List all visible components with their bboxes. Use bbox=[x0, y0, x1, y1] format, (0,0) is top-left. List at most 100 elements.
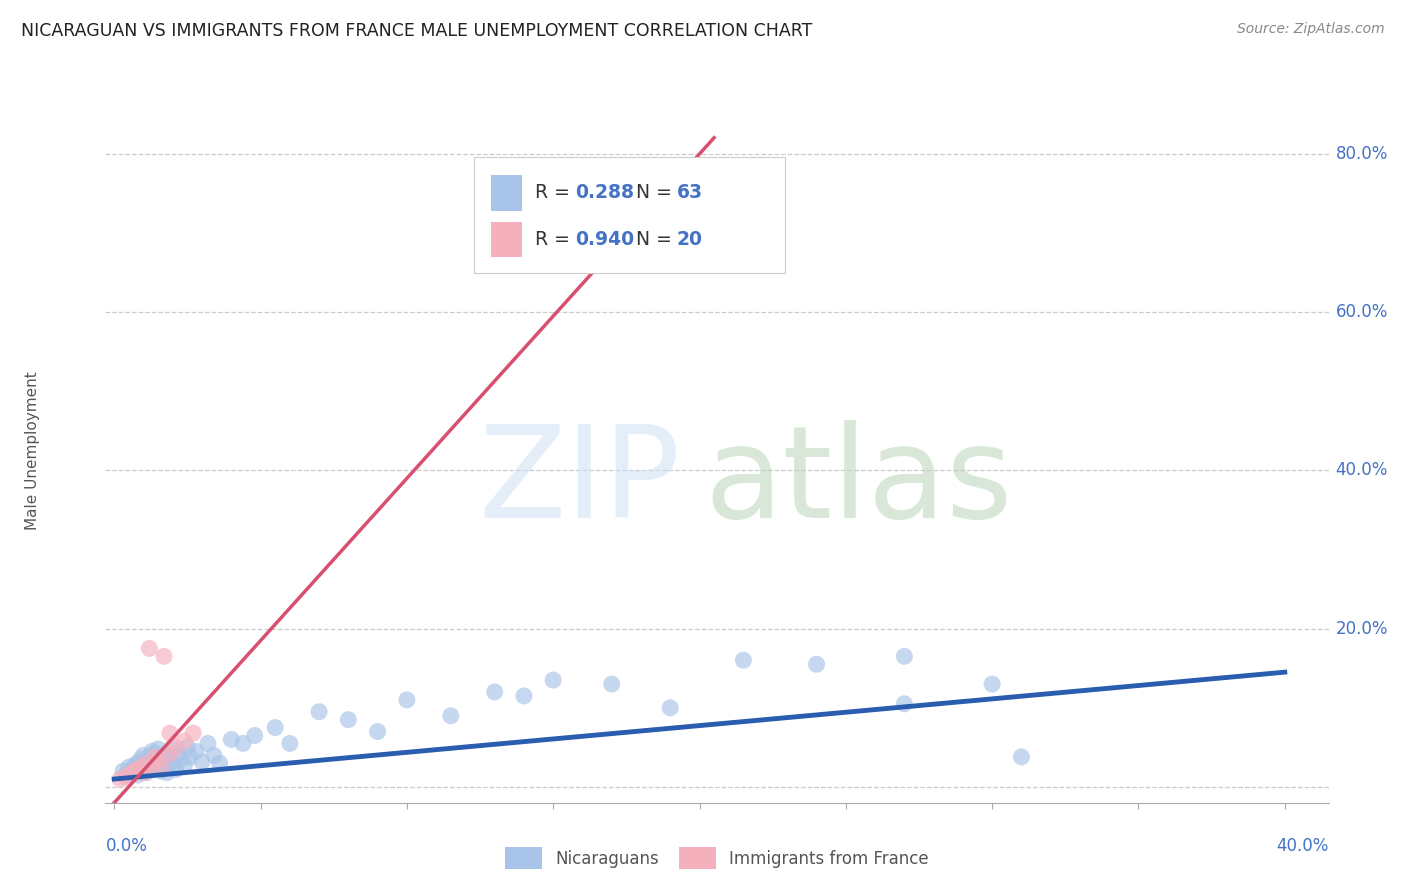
Point bbox=[197, 736, 219, 750]
Point bbox=[513, 689, 536, 703]
Text: 80.0%: 80.0% bbox=[1336, 145, 1388, 162]
Point bbox=[141, 757, 163, 772]
Point bbox=[893, 649, 915, 664]
Point bbox=[127, 768, 149, 782]
Point bbox=[135, 765, 157, 780]
Text: N =: N = bbox=[636, 183, 678, 202]
Point bbox=[806, 657, 828, 672]
Point bbox=[232, 736, 254, 750]
Point bbox=[124, 764, 146, 778]
Text: N =: N = bbox=[636, 230, 678, 249]
Legend: Nicaraguans, Immigrants from France: Nicaraguans, Immigrants from France bbox=[499, 841, 935, 876]
Point bbox=[146, 752, 169, 766]
Point bbox=[141, 760, 163, 774]
Text: ZIP: ZIP bbox=[478, 419, 681, 545]
Point bbox=[179, 750, 201, 764]
Text: Source: ZipAtlas.com: Source: ZipAtlas.com bbox=[1237, 22, 1385, 37]
Point bbox=[981, 677, 1004, 691]
Text: 60.0%: 60.0% bbox=[1336, 303, 1388, 321]
Point bbox=[143, 747, 166, 761]
Point bbox=[118, 760, 141, 774]
Point bbox=[367, 724, 389, 739]
Point bbox=[138, 750, 160, 764]
Point bbox=[659, 700, 682, 714]
Point bbox=[132, 748, 155, 763]
Point bbox=[395, 693, 418, 707]
Point bbox=[162, 756, 184, 771]
Point bbox=[219, 732, 242, 747]
Point bbox=[159, 755, 181, 769]
Point bbox=[146, 756, 169, 771]
Text: 0.288: 0.288 bbox=[575, 183, 634, 202]
Point bbox=[121, 765, 143, 780]
Point bbox=[733, 653, 755, 667]
Point bbox=[176, 740, 198, 755]
Point bbox=[138, 641, 160, 656]
Point bbox=[173, 757, 195, 772]
Text: 0.0%: 0.0% bbox=[105, 837, 148, 855]
Point bbox=[132, 760, 155, 774]
Point bbox=[121, 765, 143, 780]
Point bbox=[243, 729, 266, 743]
Point bbox=[165, 763, 187, 777]
Point bbox=[153, 760, 176, 774]
Point bbox=[153, 649, 176, 664]
Point bbox=[150, 760, 173, 774]
Point bbox=[129, 764, 152, 778]
Point bbox=[541, 673, 564, 687]
Point bbox=[165, 740, 187, 755]
Text: 0.940: 0.940 bbox=[575, 230, 634, 249]
Point bbox=[135, 756, 157, 771]
Point bbox=[159, 726, 181, 740]
Point bbox=[127, 763, 149, 777]
Point bbox=[143, 750, 166, 764]
Point bbox=[156, 765, 179, 780]
Point bbox=[440, 708, 463, 723]
Point bbox=[127, 756, 149, 771]
Point bbox=[146, 742, 169, 756]
Point bbox=[278, 736, 301, 750]
Text: atlas: atlas bbox=[704, 419, 1014, 545]
Text: 40.0%: 40.0% bbox=[1277, 837, 1329, 855]
Point bbox=[121, 763, 143, 777]
Point bbox=[150, 752, 173, 766]
Point bbox=[484, 685, 506, 699]
Point bbox=[308, 705, 330, 719]
Point bbox=[186, 744, 208, 758]
Point bbox=[108, 772, 131, 786]
Text: Male Unemployment: Male Unemployment bbox=[25, 371, 39, 530]
Point bbox=[156, 748, 179, 763]
Point bbox=[191, 755, 214, 769]
Point bbox=[337, 713, 360, 727]
Text: R =: R = bbox=[534, 230, 575, 249]
Point bbox=[138, 763, 160, 777]
Point bbox=[129, 760, 152, 774]
Point bbox=[170, 752, 193, 766]
Text: R =: R = bbox=[534, 183, 575, 202]
Point bbox=[132, 765, 155, 780]
Text: NICARAGUAN VS IMMIGRANTS FROM FRANCE MALE UNEMPLOYMENT CORRELATION CHART: NICARAGUAN VS IMMIGRANTS FROM FRANCE MAL… bbox=[21, 22, 813, 40]
Point bbox=[159, 747, 181, 761]
Point bbox=[141, 744, 163, 758]
Point bbox=[162, 742, 184, 756]
Point bbox=[124, 757, 146, 772]
Point bbox=[150, 764, 173, 778]
Point bbox=[115, 768, 138, 782]
Point bbox=[264, 721, 287, 735]
Point bbox=[173, 734, 195, 748]
Point bbox=[115, 771, 138, 785]
Text: 63: 63 bbox=[676, 183, 703, 202]
Point bbox=[143, 757, 166, 772]
Point bbox=[135, 755, 157, 769]
Text: 20: 20 bbox=[676, 230, 703, 249]
Text: 40.0%: 40.0% bbox=[1336, 461, 1388, 479]
Point bbox=[118, 768, 141, 782]
Point bbox=[208, 756, 231, 771]
Point bbox=[167, 747, 190, 761]
Point bbox=[893, 697, 915, 711]
Point bbox=[202, 748, 225, 763]
Point bbox=[129, 752, 152, 766]
Point bbox=[111, 764, 134, 778]
Point bbox=[600, 677, 623, 691]
Point bbox=[1010, 750, 1032, 764]
